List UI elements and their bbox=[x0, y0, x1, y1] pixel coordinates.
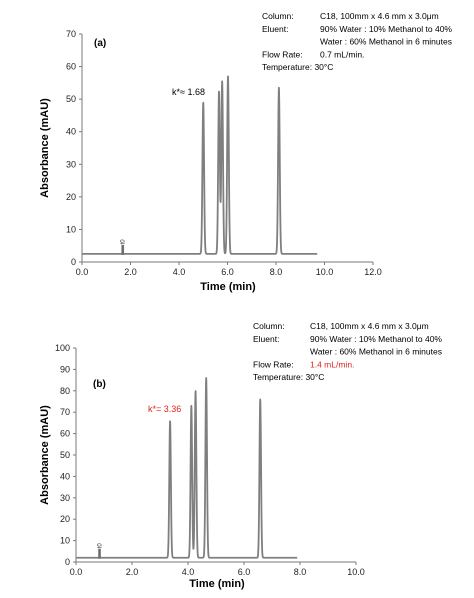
info-label: Flow Rate: bbox=[253, 359, 294, 369]
x-tick-label: 6.0 bbox=[238, 567, 251, 577]
x-tick-label: 4.0 bbox=[173, 267, 186, 277]
x-tick-label: 0.0 bbox=[70, 567, 83, 577]
y-tick-label: 0 bbox=[65, 557, 70, 567]
y-tick-label: 90 bbox=[60, 364, 70, 374]
info-label: Column: bbox=[262, 11, 294, 21]
y-tick-label: 30 bbox=[60, 493, 70, 503]
y-axis-title: Absorbance (mAU) bbox=[39, 98, 51, 198]
y-tick-label: 10 bbox=[60, 536, 70, 546]
chromatogram-trace bbox=[75, 377, 298, 559]
info-value: C18, 100mm x 4.6 mm x 3.0μm bbox=[310, 321, 429, 331]
y-tick-label: 100 bbox=[55, 343, 70, 353]
info-value: 90% Water : 10% Methanol to 40% bbox=[320, 24, 452, 34]
y-tick-label: 20 bbox=[60, 514, 70, 524]
x-axis-title: Time (min) bbox=[189, 578, 245, 590]
y-tick-label: 40 bbox=[60, 471, 70, 481]
k-star-annotation: k*≈ 1.68 bbox=[172, 87, 205, 97]
y-tick-label: 40 bbox=[66, 127, 76, 137]
x-tick-label: 2.0 bbox=[124, 267, 137, 277]
x-tick-label: 10.0 bbox=[316, 267, 334, 277]
y-tick-label: 50 bbox=[66, 94, 76, 104]
x-tick-label: 8.0 bbox=[294, 567, 307, 577]
y-tick-label: 70 bbox=[66, 29, 76, 39]
y-tick-label: 60 bbox=[66, 62, 76, 72]
t0-marker bbox=[121, 244, 125, 255]
info-value: 0.7 mL/min. bbox=[320, 49, 364, 59]
info-label: Temperature: 30°C bbox=[253, 372, 324, 382]
y-tick-label: 20 bbox=[66, 192, 76, 202]
info-label: Column: bbox=[253, 321, 285, 331]
x-tick-label: 2.0 bbox=[126, 567, 139, 577]
x-tick-label: 0.0 bbox=[76, 267, 89, 277]
y-tick-label: 10 bbox=[66, 224, 76, 234]
y-tick-label: 30 bbox=[66, 159, 76, 169]
info-label: Eluent: bbox=[253, 334, 279, 344]
x-axis-title: Time (min) bbox=[200, 281, 256, 293]
y-tick-label: 80 bbox=[60, 386, 70, 396]
chromatogram-trace bbox=[81, 75, 318, 255]
k-star-annotation: k*= 3.36 bbox=[148, 404, 181, 414]
panel-label: (a) bbox=[94, 38, 106, 49]
y-tick-label: 0 bbox=[71, 257, 76, 267]
info-value: Water : 60% Methanol in 6 minutes bbox=[320, 37, 452, 47]
x-tick-label: 4.0 bbox=[182, 567, 195, 577]
x-tick-label: 12.0 bbox=[364, 267, 382, 277]
t0-marker bbox=[98, 548, 101, 559]
x-tick-label: 6.0 bbox=[221, 267, 234, 277]
info-label: Flow Rate: bbox=[262, 49, 303, 59]
info-label: Temperature: 30°C bbox=[262, 62, 333, 72]
chromatogram-panel-a: 0 10 20 30 40 50 60 70 0.0 2.0 4.0 6.0 8.0 10.0 12.0 Ti… bbox=[39, 11, 452, 293]
info-value: Water : 60% Methanol in 6 minutes bbox=[310, 347, 442, 357]
y-tick-label: 60 bbox=[60, 429, 70, 439]
x-tick-label: 8.0 bbox=[270, 267, 283, 277]
chromatogram-panel-b: 0 10 20 30 40 50 60 70 80 90 100 0.0 2.0 4.0 6.0 8.0 10.… bbox=[39, 321, 442, 590]
t0-label: t0 bbox=[98, 543, 104, 549]
info-label: Eluent: bbox=[262, 24, 288, 34]
info-value: 1.4 mL/min. bbox=[310, 359, 354, 369]
panel-label: (b) bbox=[93, 379, 106, 390]
t0-label: t0 bbox=[121, 239, 127, 245]
y-axis-title: Absorbance (mAU) bbox=[39, 405, 51, 505]
y-tick-label: 50 bbox=[60, 450, 70, 460]
y-tick-label: 70 bbox=[60, 407, 70, 417]
info-value: 90% Water : 10% Methanol to 40% bbox=[310, 334, 442, 344]
x-tick-label: 10.0 bbox=[347, 567, 365, 577]
info-value: C18, 100mm x 4.6 mm x 3.0μm bbox=[320, 11, 439, 21]
